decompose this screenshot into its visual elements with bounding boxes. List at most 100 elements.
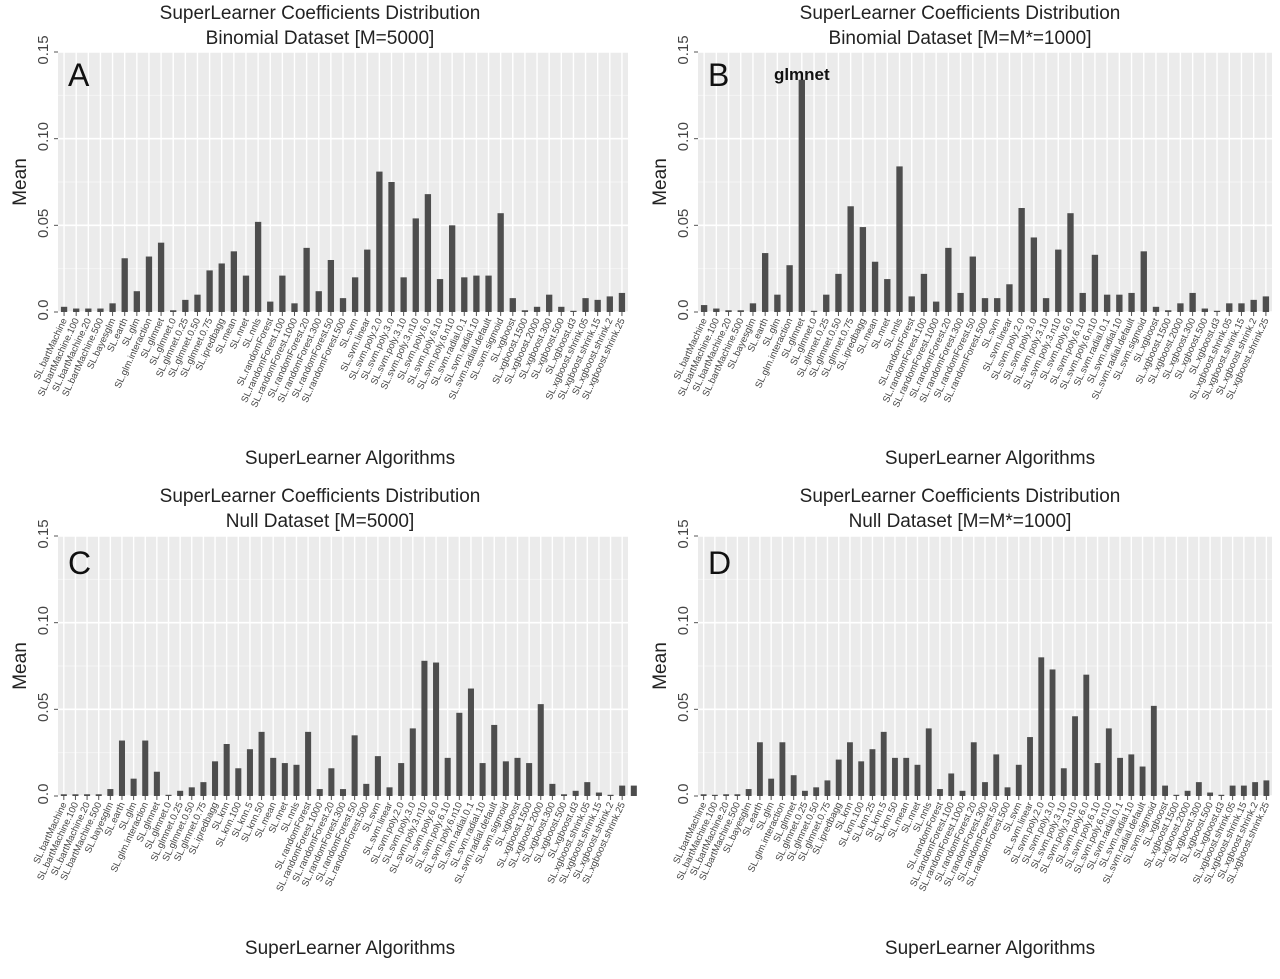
bar [737,310,744,312]
chart-title: SuperLearner Coefficients Distribution [800,486,1121,507]
bar [884,279,891,312]
bar [456,712,463,796]
y-tick-label: 0.05 [35,209,52,238]
bar [1177,303,1184,312]
y-tick-label: 0.05 [35,693,52,722]
bar [327,260,335,312]
bar [351,277,359,312]
bar [584,782,591,796]
bar [509,298,516,312]
bar [595,792,602,796]
chart-svg-a: SuperLearner Coefficients Distribution Bi… [10,3,628,469]
y-tick-label: 0.0 [675,300,692,321]
bar [786,265,793,312]
bar [157,242,165,312]
bar [1128,754,1135,796]
bar [959,790,966,796]
bar [1213,310,1221,312]
bar [121,258,128,312]
bar [1229,785,1236,796]
chart-subtitle: Binomial Dataset [M=5000] [206,28,435,49]
bar [1083,674,1090,796]
y-tick-label: 0.0 [675,784,692,805]
bar [1079,292,1086,312]
chart-panel-c: SuperLearner Coefficients Distribution Nu… [0,484,661,979]
chart-panel-b: SuperLearner Coefficients Distribution Bi… [640,0,1280,489]
bar [570,310,577,312]
bar [246,749,253,796]
bar [305,731,312,796]
y-axis-title: Mean [10,642,31,690]
bar [448,225,456,312]
bar [502,761,509,796]
bar [177,790,184,796]
bar [711,794,718,796]
bar [582,298,589,312]
bar [779,742,786,796]
y-axis-title: Mean [10,158,31,206]
bar [892,757,898,796]
bar [594,299,601,312]
panel-label: B [708,57,729,93]
bar [293,764,300,796]
x-axis-title: SuperLearner Algorithms [885,448,1095,469]
bar [444,757,451,796]
bar [560,794,568,796]
bar [279,275,286,312]
bar [281,763,288,796]
bar [945,247,952,312]
bar [847,206,854,312]
bar [1226,303,1233,312]
bar [133,291,140,312]
y-tick-label: 0.10 [675,122,692,151]
bar [1263,780,1270,796]
bar [607,794,614,796]
bar [618,292,626,312]
bar [473,275,480,312]
bar [258,731,265,796]
bar [153,771,160,796]
bar [206,270,213,312]
bar [467,688,474,796]
bar [914,764,921,796]
y-tick-label: 0.0 [35,784,52,805]
bar [1072,716,1078,796]
bar [790,775,797,796]
chart-subtitle: Binomial Dataset [M=M*=1000] [829,28,1092,49]
bar [745,789,752,796]
bar [95,794,102,796]
bar [376,171,383,312]
chart-title: SuperLearner Coefficients Distribution [160,3,481,24]
chart-svg-d: SuperLearner Coefficients Distribution Nu… [650,486,1272,959]
bar [835,759,842,796]
bar [1117,757,1123,796]
bar [374,756,381,796]
bar [339,298,347,312]
bar [363,783,370,796]
bar [749,303,757,312]
chart-subtitle: Null Dataset [M=5000] [226,511,415,532]
bar [242,275,250,312]
x-axis-title: SuperLearner Algorithms [885,938,1095,959]
bar [424,194,432,312]
bar [993,754,1000,796]
bar [1038,657,1045,796]
bar [194,294,201,312]
bar [254,221,262,312]
chart-title: SuperLearner Coefficients Distribution [160,486,481,507]
bar [1091,254,1099,312]
bar-annotation: glmnet [774,65,830,84]
bar [60,306,68,312]
bar [97,308,104,312]
bar [774,294,781,312]
bar [364,249,371,312]
bar [1250,299,1257,312]
bar [339,789,347,796]
bar [932,301,940,312]
bar [847,742,853,796]
bar [1150,705,1157,796]
bar [109,303,116,312]
bar [526,763,533,796]
bar [218,263,225,312]
bar [328,768,335,796]
